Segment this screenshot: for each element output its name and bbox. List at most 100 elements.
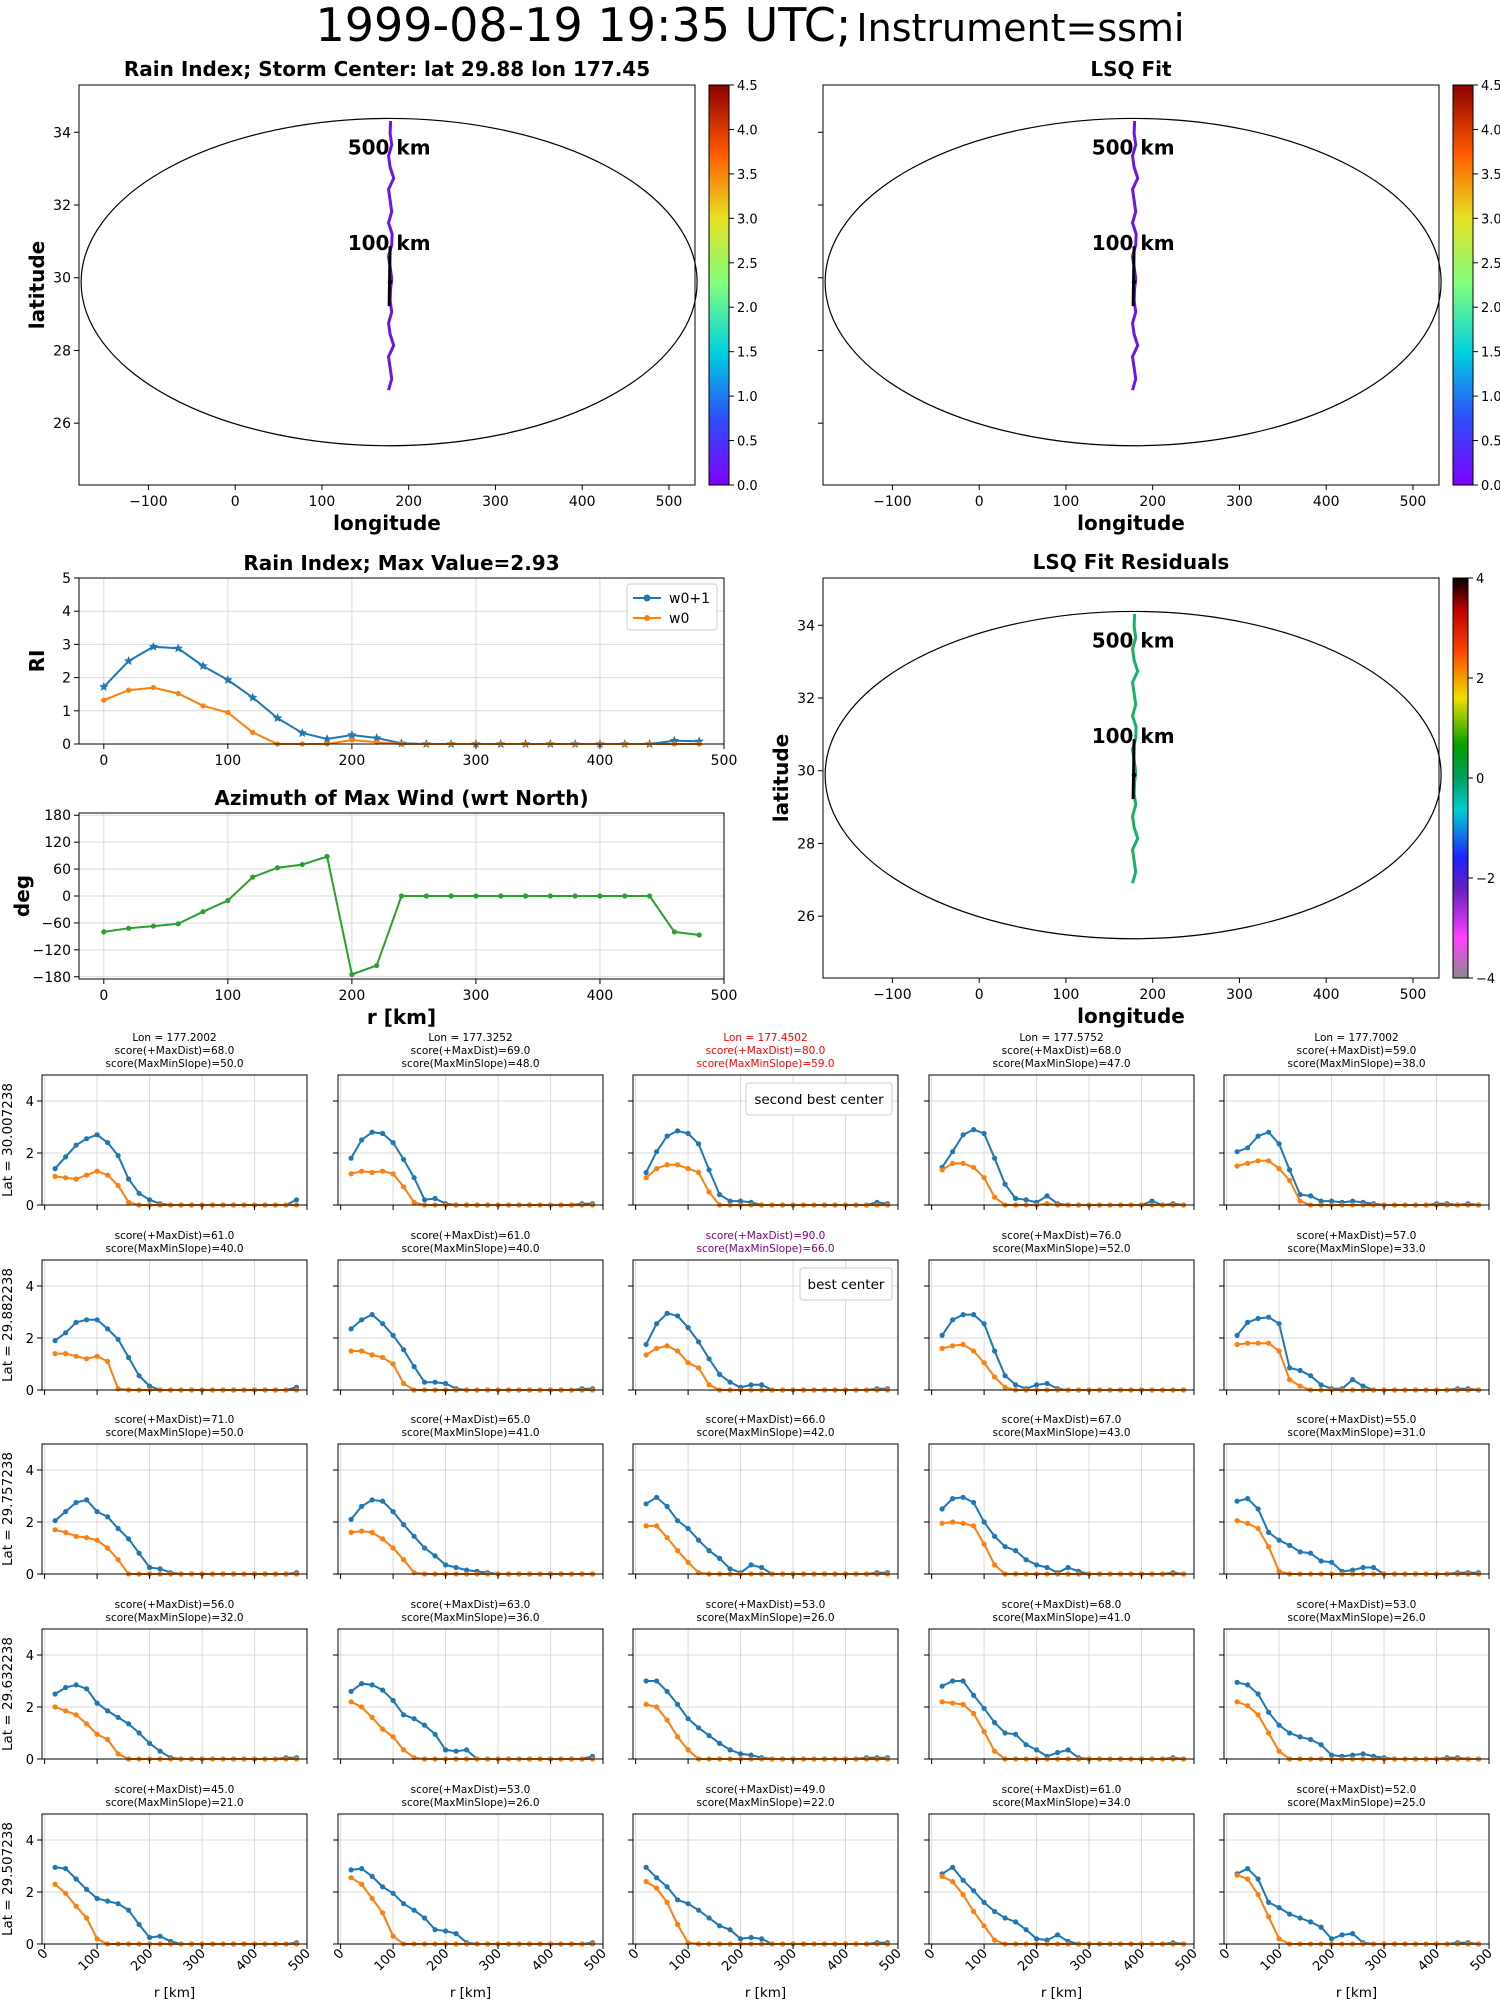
series-w0p1-point <box>52 1166 58 1172</box>
series-w0p1-point <box>400 1347 407 1353</box>
subplot-axes <box>632 1813 899 1945</box>
series-w0-line <box>941 1520 1184 1575</box>
series-w0p1-point <box>247 692 258 702</box>
lsq_fit_map-core-track <box>1131 246 1136 307</box>
subplot-axes <box>337 1443 604 1575</box>
y-tick-label: 26 <box>53 416 71 432</box>
series-w0p1-point <box>442 1380 449 1387</box>
series-w0p1-point <box>463 1567 470 1573</box>
series-w0-point <box>991 1374 998 1380</box>
series-w0p1-point <box>675 1701 681 1707</box>
series-w0p1-point <box>104 1708 111 1714</box>
series-w0p1-point <box>716 1192 723 1198</box>
series-w0-point <box>1245 1160 1251 1166</box>
series-w0-point <box>950 1519 956 1525</box>
series-w0p1-point <box>1307 1193 1314 1199</box>
series-w0p1-point <box>1318 1558 1324 1564</box>
series-w0p1-point <box>380 1321 386 1327</box>
series-w0-point <box>1245 1703 1251 1709</box>
series-w0p1-point <box>348 1326 354 1332</box>
series-w0p1-point <box>432 1195 438 1202</box>
series-w0-point <box>1234 1518 1240 1524</box>
y-tick-label: 32 <box>53 198 71 214</box>
x-tick-label: 400 <box>1415 1946 1443 1974</box>
series-w0-line <box>941 1162 1184 1206</box>
series-w0-point <box>991 1937 998 1943</box>
series-w0p1-point <box>1286 1542 1293 1548</box>
subplot-lat-label: Lat = 30.007238 <box>0 1083 16 1197</box>
series-w0-point <box>981 1175 987 1181</box>
series-w0p1-point <box>272 713 283 723</box>
lsq_residuals_map-axes <box>822 577 1440 979</box>
series-w0p1-point <box>52 1518 58 1524</box>
rain_index_map-axes <box>78 84 696 486</box>
y-tick-label: 120 <box>44 835 71 851</box>
rain_index_map-storm-center-marker <box>387 279 393 285</box>
series-w0p1-point <box>643 1678 649 1684</box>
series-w0p1-point <box>421 1379 428 1385</box>
series-w0p1-line <box>1236 1867 1479 1945</box>
series-w0p1-point <box>400 1712 407 1718</box>
series-w0p1-point <box>981 1705 987 1711</box>
series-w0-point <box>643 1175 649 1181</box>
y-tick-label: −180 <box>33 970 71 986</box>
series-w0p1-point <box>1318 1742 1324 1748</box>
series-w0-point <box>104 1545 111 1551</box>
y-tick-label: 2 <box>26 1147 34 1162</box>
subplot-score-maxdist: score(+MaxDist)=68.0 <box>1002 1045 1122 1057</box>
series-w0-point <box>685 1747 691 1753</box>
series-w0p1-line <box>54 1683 297 1760</box>
series-w0-point <box>1297 1198 1303 1204</box>
rain_index_map-colorbar-tick-label: 1.5 <box>737 346 758 361</box>
series-w0p1-point <box>63 1154 69 1160</box>
series-w0p1-point <box>685 1716 691 1722</box>
series-w0p1-point <box>359 1137 365 1143</box>
y-tick-label: −60 <box>41 916 71 932</box>
x-tick-label: 300 <box>463 753 490 769</box>
series-w0-point <box>411 1570 417 1576</box>
series-w0p1-point <box>104 1326 111 1332</box>
subplot-score-maxdist: score(+MaxDist)=52.0 <box>1297 1784 1417 1796</box>
subplot-legend-box <box>745 1082 893 1116</box>
series-w0-point <box>939 1520 945 1526</box>
series-w0-point <box>654 1166 660 1172</box>
series-w0p1-point <box>136 1373 142 1379</box>
series-w0p1-point <box>1276 1537 1282 1543</box>
series-w0p1-point <box>400 1522 407 1528</box>
series-w0p1-point <box>1297 1915 1303 1921</box>
series-w0p1-line <box>1236 1131 1479 1207</box>
x-tick-label: 500 <box>1173 1946 1201 1974</box>
y-tick-label: 60 <box>53 862 71 878</box>
series-w0-line <box>54 1528 297 1575</box>
series-w0p1-point <box>94 1132 100 1138</box>
series-w0p1-point <box>1023 1557 1029 1563</box>
rain_index_map-colorbar-tick-label: 4.5 <box>737 79 758 94</box>
series-w0-point <box>1266 1914 1272 1920</box>
series-w0p1-point <box>223 674 233 684</box>
series-w0-point <box>359 1704 365 1710</box>
x-tick-label: 200 <box>719 1946 747 1974</box>
series-w0p1-point <box>411 1907 417 1913</box>
series-w0-point <box>685 1360 691 1366</box>
series-w0p1-point <box>411 1364 417 1370</box>
subplot-score-maxminslope: score(MaxMinSlope)=22.0 <box>696 1797 834 1809</box>
series-w0-point <box>380 1536 386 1542</box>
series-w0-point <box>359 1348 365 1354</box>
series-w0p1-point <box>950 1496 956 1502</box>
series-w0p1-point <box>981 1321 987 1327</box>
legend-marker-w0p1 <box>643 594 651 602</box>
series-w0p1-point <box>1245 1682 1251 1688</box>
series-w0p1-point <box>1276 1905 1282 1911</box>
subplot-axes <box>41 1813 308 1945</box>
subplot-axes <box>337 1074 604 1206</box>
series-w0p1-point <box>104 1140 111 1146</box>
subplot-lat-label: Lat = 29.507238 <box>0 1822 16 1936</box>
series-w0p1-point <box>1255 1506 1261 1512</box>
series-w0-point <box>1276 1348 1282 1354</box>
series-w0p1-point <box>73 1319 79 1325</box>
series-w0p1-point <box>1002 1373 1008 1379</box>
lsq_residuals_map-storm-center-marker <box>1131 772 1137 778</box>
x-tick-label: 100 <box>963 1946 991 1974</box>
series-w0p1-point <box>1307 1736 1314 1743</box>
rain_index_map-ring-label-500km: 500 km <box>348 135 431 159</box>
